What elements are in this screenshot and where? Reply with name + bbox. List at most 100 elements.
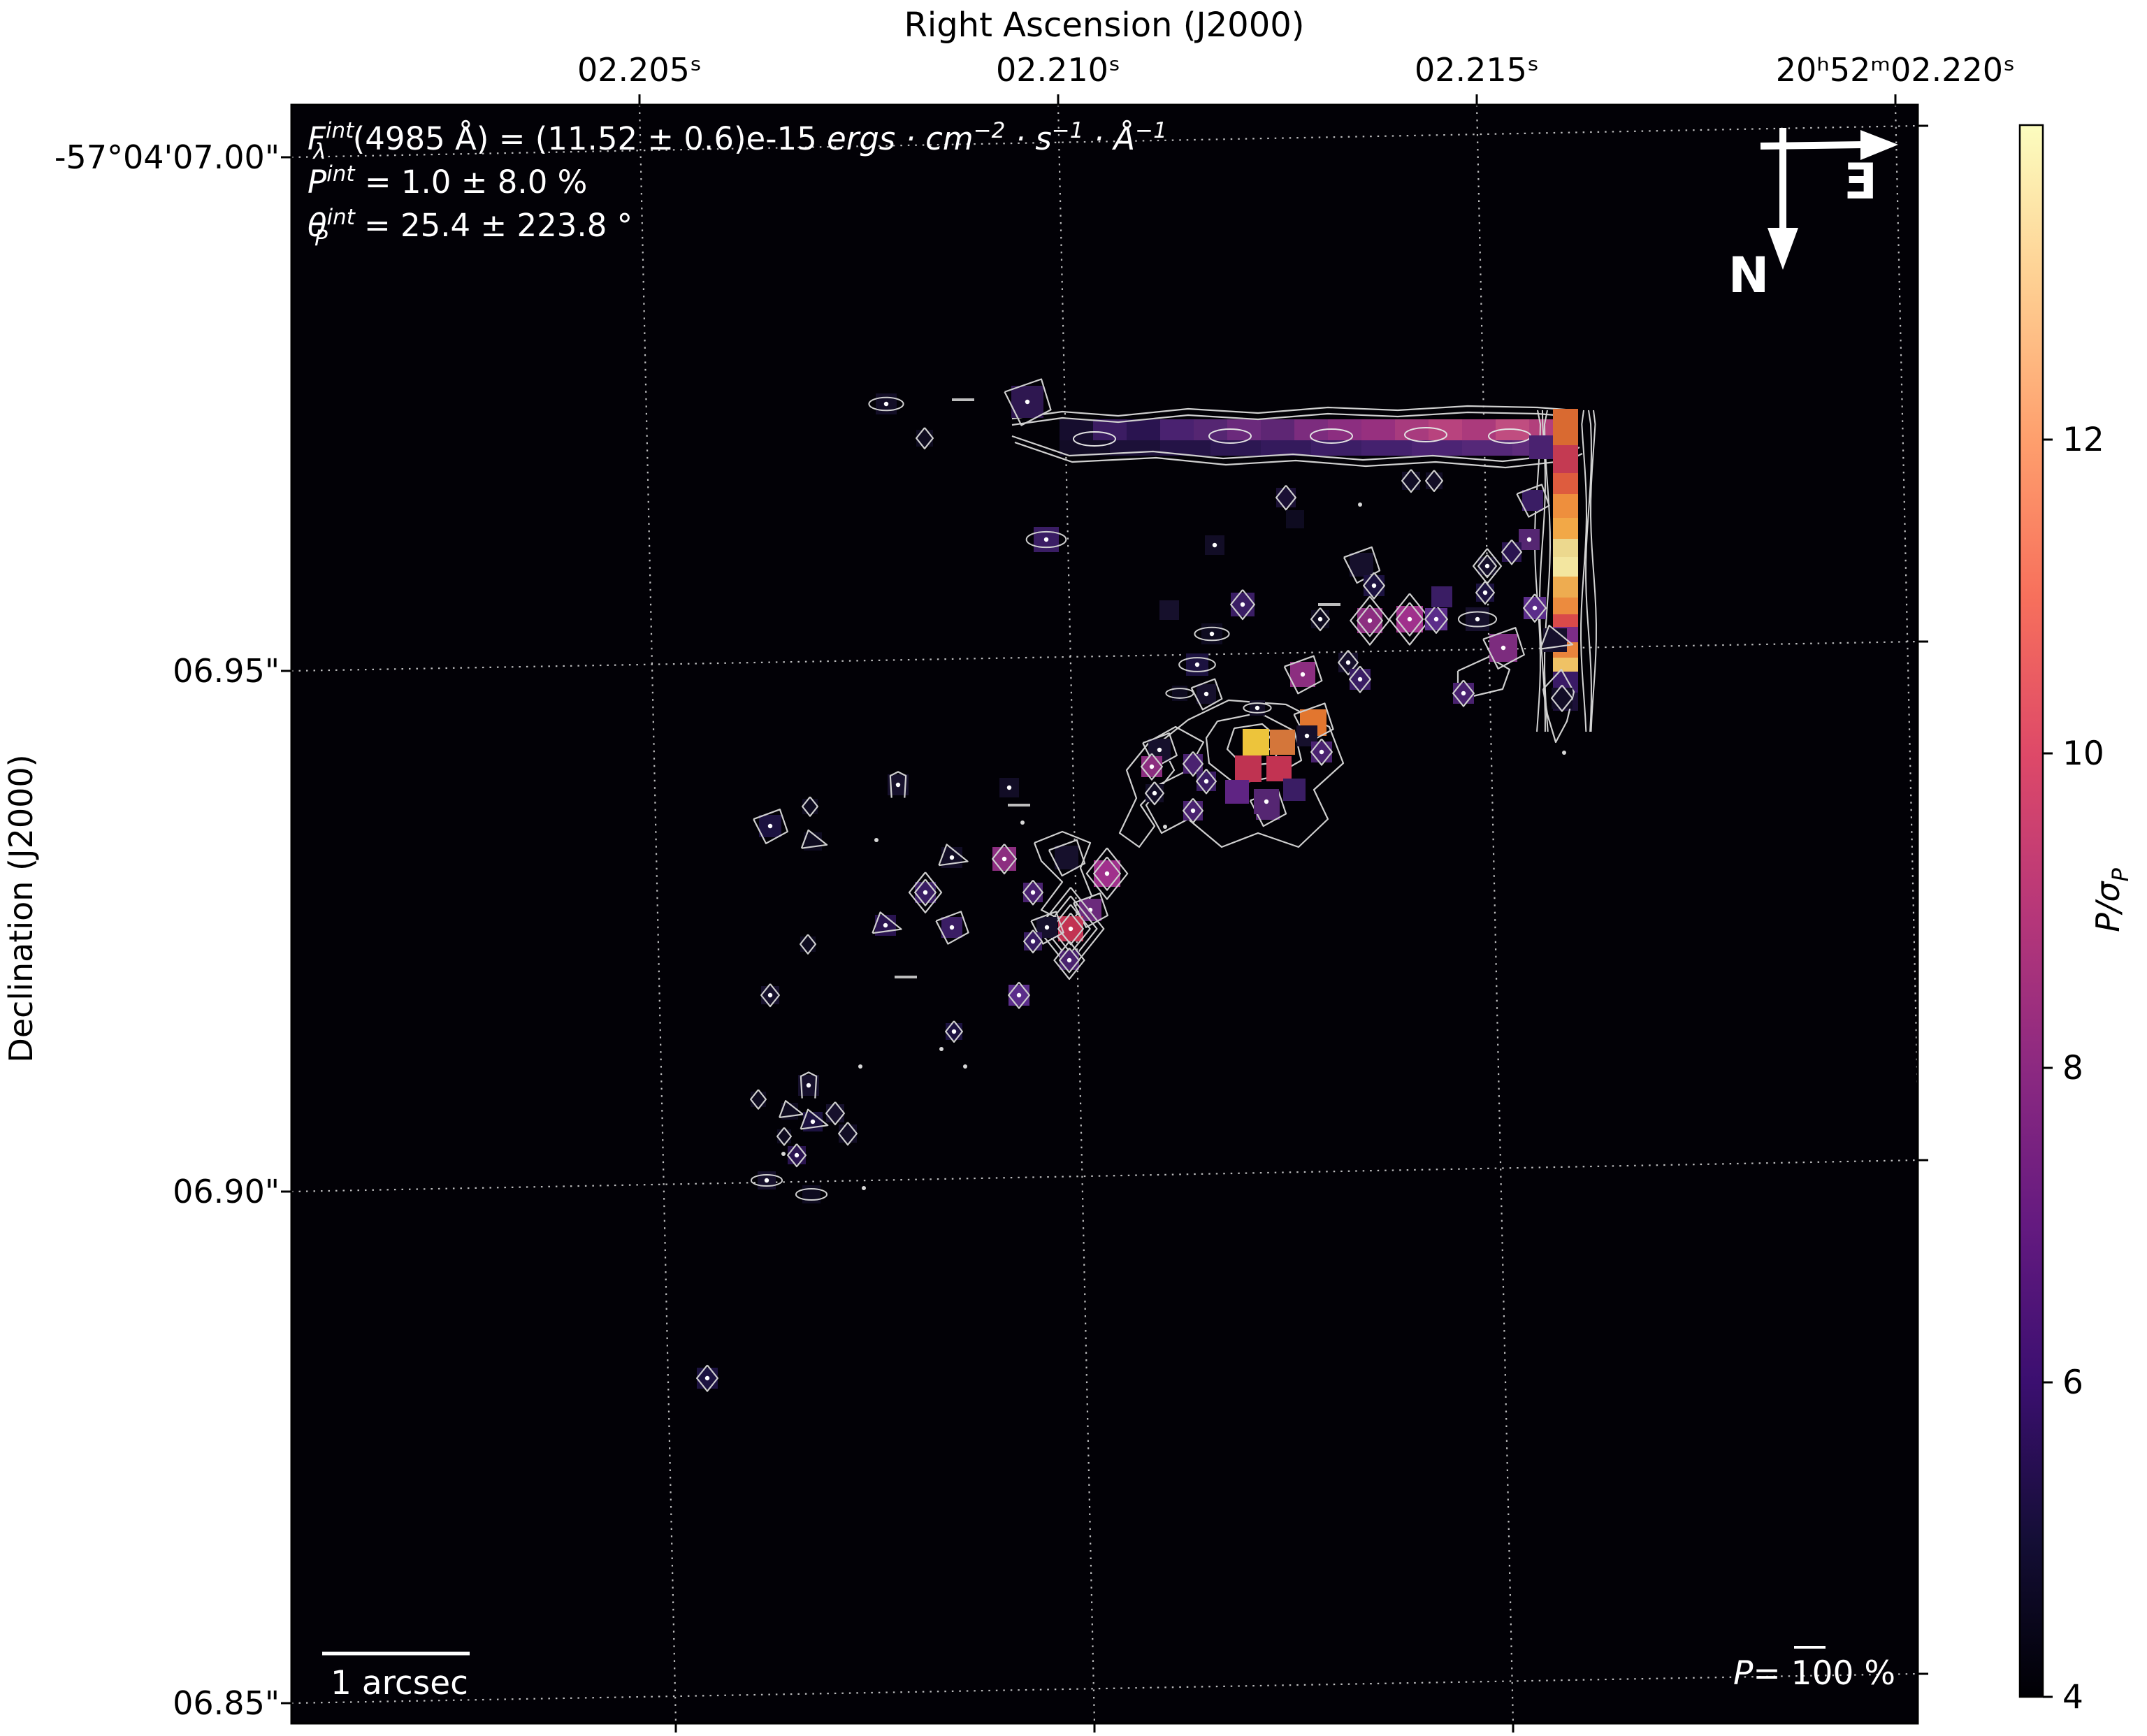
- blob-contour: [1022, 879, 1043, 906]
- stripe-hotspot-contour: [1073, 431, 1116, 447]
- blob-contour: [1424, 605, 1448, 634]
- stripe-hotspot-contour: [1404, 427, 1447, 442]
- blob-contour: [1539, 624, 1574, 650]
- stripe-cell: [1261, 419, 1294, 440]
- stray-dot: [874, 838, 879, 842]
- blob-center-dot: [1043, 537, 1049, 542]
- blob-center-dot: [794, 1152, 800, 1158]
- blob-center-dot: [806, 1083, 811, 1088]
- blob-contour: [1141, 753, 1163, 781]
- blob-contour: [779, 1100, 804, 1119]
- blob-contour: [1053, 941, 1085, 981]
- blob: [1350, 553, 1373, 577]
- blob-contour: [1008, 981, 1030, 1009]
- blob-contour: [1183, 797, 1203, 824]
- scale-bar: 1 arcsec: [322, 1651, 470, 1702]
- blob-center-dot: [1461, 690, 1466, 696]
- blob-center-dot: [704, 1375, 710, 1381]
- blob-center-dot: [767, 992, 773, 998]
- stripe-cell: [1311, 440, 1361, 456]
- stripe-cell: [1361, 440, 1412, 456]
- blob-contour: [750, 1173, 783, 1187]
- stripe-cell: [1261, 440, 1311, 456]
- blob-contour: [1350, 595, 1390, 646]
- compass-east-arrow-shaft: [1760, 141, 1867, 150]
- blob-contour: [935, 911, 969, 945]
- blob-contour: [696, 1364, 718, 1392]
- stripe-contour: [1011, 411, 1575, 426]
- blob-center-dot: [764, 1178, 769, 1183]
- blob-contour: [1401, 469, 1421, 493]
- blob-center-dot: [1475, 616, 1480, 622]
- blob: [1276, 488, 1296, 507]
- blob-contour: [1349, 665, 1371, 693]
- blob: [839, 1124, 857, 1143]
- colorbar-ticks: 12 10 8 6 4: [2043, 421, 2104, 1716]
- x-tick-label: 02.215ˢ: [1415, 51, 1539, 89]
- annotation-line: Fint λ (4985 Å) = (11.52 ± 0.6)e-15 ergs ·…: [308, 118, 1167, 164]
- blob: [1529, 435, 1553, 459]
- colorbar-gradient: [2018, 124, 2044, 1698]
- blob-center-dot: [1149, 764, 1155, 769]
- blob-center-dot: [1526, 537, 1532, 542]
- blob-contour: [908, 871, 943, 913]
- blob-center-dot: [810, 1119, 816, 1124]
- colorbar-tick-label: 6: [2062, 1364, 2083, 1402]
- compass-north-label: N: [1728, 247, 1770, 304]
- blob-center-dot: [923, 890, 928, 895]
- blob-contour: [800, 1071, 818, 1099]
- blob-center-dot: [1371, 583, 1377, 588]
- blob-center-dot: [1067, 957, 1072, 963]
- blob-center-dot: [1152, 790, 1157, 796]
- stripe-cell: [1462, 419, 1496, 440]
- blob-contour: [1025, 530, 1067, 549]
- y-tick-label: 06.85": [173, 1684, 280, 1722]
- blob-contour: [1145, 781, 1164, 806]
- blob-contour: [1310, 607, 1330, 632]
- stripe-cell: [1160, 440, 1210, 456]
- blob-center-dot: [1345, 660, 1351, 665]
- blob: [1402, 472, 1420, 490]
- scalebar-label: 1 arcsec: [331, 1664, 468, 1702]
- stripe-contour: [1543, 410, 1551, 732]
- blob-contour: [1196, 768, 1217, 795]
- blob: [1235, 755, 1262, 782]
- colorbar-tick-label: 10: [2062, 735, 2104, 773]
- compass-indicator: Ǝ N: [1728, 128, 1898, 304]
- blob-center-dot: [1203, 779, 1209, 784]
- blob-center-dot: [895, 782, 901, 788]
- blob-center-dot: [1025, 399, 1030, 405]
- stripe-cell: [1127, 419, 1160, 440]
- blob-contour: [938, 844, 969, 867]
- stripe-cell: [1553, 658, 1578, 672]
- stray-dot: [858, 1064, 862, 1069]
- stripe-cell: [1553, 409, 1578, 445]
- y-axis-title: Declination (J2000): [2, 754, 40, 1062]
- blob-center-dot: [1484, 563, 1490, 569]
- stripe-contour: [1014, 441, 1583, 469]
- blob-center-dot: [1068, 926, 1074, 932]
- stripe-cell: [1160, 419, 1194, 440]
- blob-center-dot: [767, 823, 773, 829]
- blob: [1243, 729, 1269, 755]
- blob-center-dot: [1203, 691, 1209, 697]
- stripe-cell: [1462, 440, 1512, 456]
- blob-contour: [801, 796, 819, 817]
- blob-contour: [749, 1089, 767, 1110]
- blob: [916, 430, 933, 447]
- blob-center-dot: [883, 401, 889, 407]
- blob-contour: [1085, 847, 1129, 900]
- blob: [751, 1092, 766, 1107]
- stripe-hotspot-contour: [1310, 428, 1353, 444]
- stripe-contour: [1534, 410, 1541, 732]
- blob: [1270, 730, 1295, 755]
- blob: [1522, 490, 1543, 511]
- blob-contour: [1457, 611, 1498, 628]
- blob-center-dot: [1532, 605, 1538, 611]
- blob-center-dot: [949, 925, 955, 930]
- stripe-cell: [1553, 445, 1578, 473]
- blob-contour: [799, 934, 817, 955]
- blob-center-dot: [1300, 672, 1306, 677]
- stripe-cell: [1060, 419, 1093, 440]
